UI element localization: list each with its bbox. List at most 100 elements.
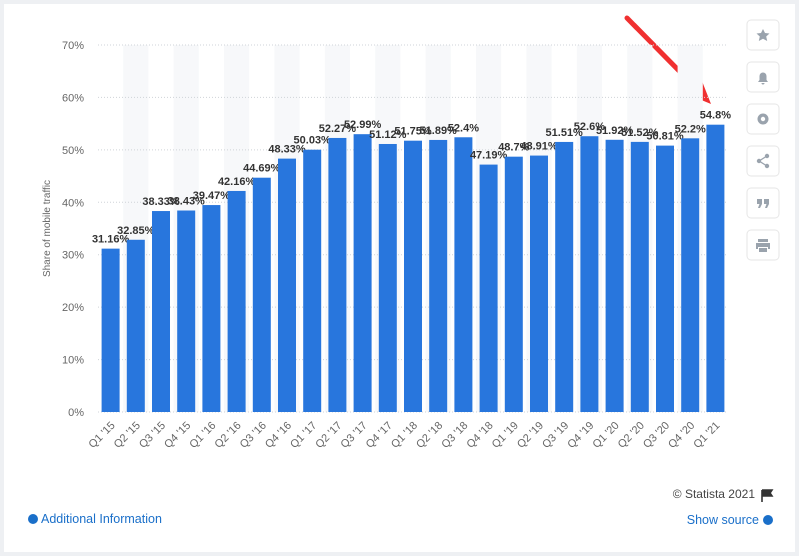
bar [101,248,120,412]
show-source-link[interactable]: Show source [687,513,759,527]
bar [303,149,322,412]
bar [504,156,523,412]
print-icon [756,239,770,252]
value-label: 48.33% [268,144,306,156]
value-label: 38.33% [142,196,180,208]
value-label: 50.81% [646,131,684,143]
bar [328,137,347,412]
value-label: 31.16% [92,234,130,246]
x-tick-label: Q4 '18 [465,420,496,451]
x-tick-label: Q1 '21 [691,420,722,451]
bar [580,136,599,412]
info-icon [28,514,38,524]
bar [706,124,725,412]
x-tick-label: Q2 '18 [414,420,445,451]
x-tick-label: Q2 '17 [313,420,344,451]
share-icon [756,153,770,169]
bar [404,140,422,413]
value-label: 51.92% [596,125,634,137]
value-label: 50.03% [294,135,332,147]
x-tick-label: Q3 '18 [439,420,470,451]
share-button[interactable] [746,145,780,177]
value-label: 51.51% [546,127,584,139]
value-label: 51.89% [420,125,458,137]
x-tick-label: Q2 '20 [616,420,647,451]
bar [630,141,649,412]
value-label: 39.47% [193,190,231,202]
y-tick-label: 50% [62,145,84,157]
bar [177,210,196,412]
y-tick-label: 20% [62,302,84,314]
quote-icon [757,199,769,208]
value-label: 32.85% [117,225,155,237]
value-label: 51.12% [369,129,407,141]
x-tick-label: Q3 '15 [137,420,168,451]
x-tick-label: Q2 '19 [515,420,546,451]
additional-info-link[interactable]: Additional Information [41,512,162,526]
value-label: 42.16% [218,176,256,188]
value-label: 52.4% [448,122,479,134]
x-tick-label: Q2 '16 [213,420,244,451]
bar [429,139,448,413]
value-label: 52.2% [675,123,706,135]
bar [252,177,271,412]
credit: © Statista 2021 [673,487,756,501]
bar [353,134,372,412]
bar [378,143,397,412]
value-label: 52.27% [319,123,357,135]
bar [278,158,296,412]
bar [454,137,473,412]
gear-hole [760,116,766,122]
info-icon [763,515,773,525]
x-tick-label: Q4 '20 [666,420,697,451]
y-tick-label: 70% [62,40,84,52]
bar [555,141,574,412]
bar [530,155,548,413]
bar [126,239,145,412]
cite-button[interactable] [746,187,780,219]
x-tick-label: Q3 '17 [339,420,370,451]
value-label: 44.69% [243,163,281,175]
x-tick-label: Q2 '15 [112,420,143,451]
x-tick-label: Q1 '15 [87,420,118,451]
y-tick-label: 60% [62,92,84,104]
flag-icon[interactable] [761,489,774,502]
y-tick-label: 0% [68,407,84,419]
value-label: 51.52% [621,127,659,139]
x-tick-label: Q3 '16 [238,420,269,451]
x-tick-label: Q1 '17 [288,420,319,451]
bar [605,139,624,412]
bell-icon [758,72,768,85]
bar [202,205,221,412]
x-tick-label: Q1 '16 [187,420,218,451]
bar [227,190,246,412]
value-label: 48.91% [520,141,558,153]
value-label: 52.6% [574,121,605,133]
x-tick-label: Q3 '20 [641,420,672,451]
y-axis-title: Share of mobile traffic [42,180,53,277]
toolbar [746,19,780,261]
value-label: 52.99% [344,119,382,131]
x-tick-label: Q1 '20 [591,420,622,451]
value-label: 38.43% [168,196,206,208]
bar [479,164,498,412]
x-tick-label: Q4 '19 [565,420,596,451]
x-tick-label: Q4 '15 [162,420,193,451]
bar [152,211,170,412]
value-label: 48.7% [498,142,529,154]
x-tick-label: Q1 '19 [490,420,521,451]
bar [681,138,700,412]
x-tick-label: Q4 '17 [364,420,395,451]
x-tick-label: Q3 '19 [540,420,571,451]
value-label: 51.75% [394,126,432,138]
y-tick-label: 30% [62,250,84,262]
x-tick-label: Q4 '16 [263,420,294,451]
y-tick-label: 10% [62,355,84,367]
y-tick-label: 40% [62,197,84,209]
value-label: 54.8% [700,110,731,122]
bar [656,145,674,413]
x-tick-label: Q1 '18 [389,420,420,451]
star-icon [756,29,770,41]
value-label: 47.19% [470,150,508,162]
